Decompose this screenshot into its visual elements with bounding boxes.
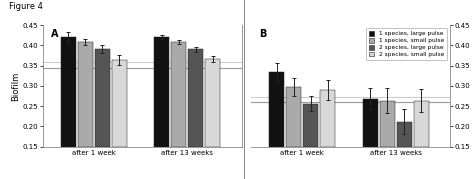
Bar [78, 42, 93, 147]
Bar [188, 49, 203, 147]
Bar [95, 49, 109, 147]
Bar [397, 122, 412, 147]
Bar [363, 99, 378, 147]
Bar [112, 60, 127, 147]
Bar [286, 87, 301, 147]
Bar [171, 42, 186, 147]
Legend: 1 species, large pulse, 1 species, small pulse, 2 species, large pulse, 2 specie: 1 species, large pulse, 1 species, small… [365, 28, 447, 60]
Bar [380, 101, 395, 147]
Text: Figure 4: Figure 4 [9, 2, 43, 11]
Bar [154, 37, 169, 147]
Text: B: B [259, 29, 266, 39]
Bar [303, 104, 318, 147]
Y-axis label: Biofilm: Biofilm [11, 71, 20, 101]
Bar [61, 37, 76, 147]
Bar [320, 90, 335, 147]
Bar [269, 72, 284, 147]
Text: A: A [51, 29, 58, 39]
Bar [414, 101, 429, 147]
Bar [205, 59, 220, 147]
